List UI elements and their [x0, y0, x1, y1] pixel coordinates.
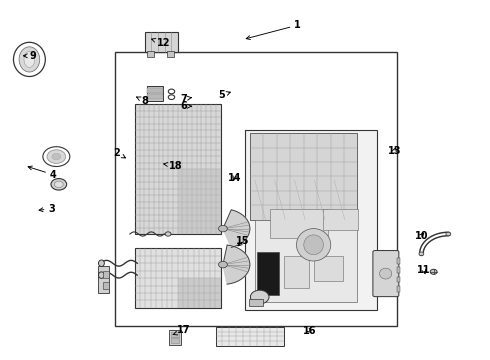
Bar [103, 282, 109, 289]
Ellipse shape [219, 261, 227, 268]
Ellipse shape [98, 260, 104, 266]
Bar [147, 88, 163, 93]
Bar [216, 327, 284, 346]
Text: 17: 17 [173, 325, 191, 336]
Ellipse shape [98, 272, 104, 278]
Bar [147, 86, 163, 101]
Polygon shape [223, 245, 250, 284]
Text: 10: 10 [415, 231, 428, 241]
Bar [323, 209, 358, 230]
Bar [249, 299, 263, 306]
Ellipse shape [304, 235, 323, 255]
Text: 3: 3 [39, 204, 55, 214]
Ellipse shape [13, 42, 45, 77]
Text: 6: 6 [180, 101, 192, 111]
Text: 1: 1 [246, 20, 301, 40]
Ellipse shape [419, 252, 424, 256]
Text: 11: 11 [417, 265, 431, 275]
Text: 12: 12 [151, 38, 171, 48]
Ellipse shape [19, 47, 40, 72]
Ellipse shape [250, 290, 269, 304]
Text: 16: 16 [303, 326, 317, 336]
Bar [167, 51, 174, 57]
Bar [257, 252, 279, 295]
Text: 7: 7 [180, 94, 192, 104]
Bar [177, 278, 220, 308]
Text: 15: 15 [236, 236, 250, 246]
Text: 13: 13 [388, 146, 401, 156]
Bar [397, 286, 400, 292]
Bar [397, 258, 400, 264]
Ellipse shape [165, 232, 171, 236]
Bar [314, 256, 343, 281]
Ellipse shape [169, 95, 175, 100]
FancyBboxPatch shape [373, 251, 399, 297]
Bar [147, 51, 154, 57]
Ellipse shape [446, 232, 451, 236]
Ellipse shape [24, 51, 35, 68]
Ellipse shape [54, 181, 63, 188]
Ellipse shape [51, 179, 67, 190]
Text: 4: 4 [28, 166, 56, 180]
Bar [145, 32, 178, 52]
Bar [115, 52, 397, 326]
Bar [171, 338, 179, 343]
Ellipse shape [169, 89, 175, 94]
Bar [135, 104, 220, 234]
Bar [147, 94, 163, 99]
Polygon shape [223, 210, 250, 247]
Ellipse shape [219, 225, 227, 232]
Bar [135, 248, 220, 308]
Ellipse shape [379, 268, 392, 279]
Text: 8: 8 [137, 96, 148, 106]
Text: 14: 14 [227, 173, 241, 183]
Ellipse shape [296, 229, 331, 261]
Bar [270, 209, 328, 238]
Bar [284, 256, 309, 288]
Bar [177, 169, 220, 234]
Bar [103, 271, 109, 278]
Text: 2: 2 [113, 148, 125, 158]
Bar [169, 330, 181, 345]
Bar [397, 267, 400, 273]
Ellipse shape [430, 269, 437, 274]
Bar [98, 266, 109, 293]
Ellipse shape [52, 153, 61, 160]
Bar [250, 133, 358, 220]
Text: 9: 9 [24, 51, 37, 61]
Bar [397, 277, 400, 282]
Bar [171, 332, 179, 337]
Ellipse shape [47, 150, 66, 163]
Text: 18: 18 [164, 161, 183, 171]
Bar [245, 130, 377, 310]
Ellipse shape [43, 147, 70, 167]
Bar [255, 220, 358, 302]
Text: 5: 5 [218, 90, 230, 100]
